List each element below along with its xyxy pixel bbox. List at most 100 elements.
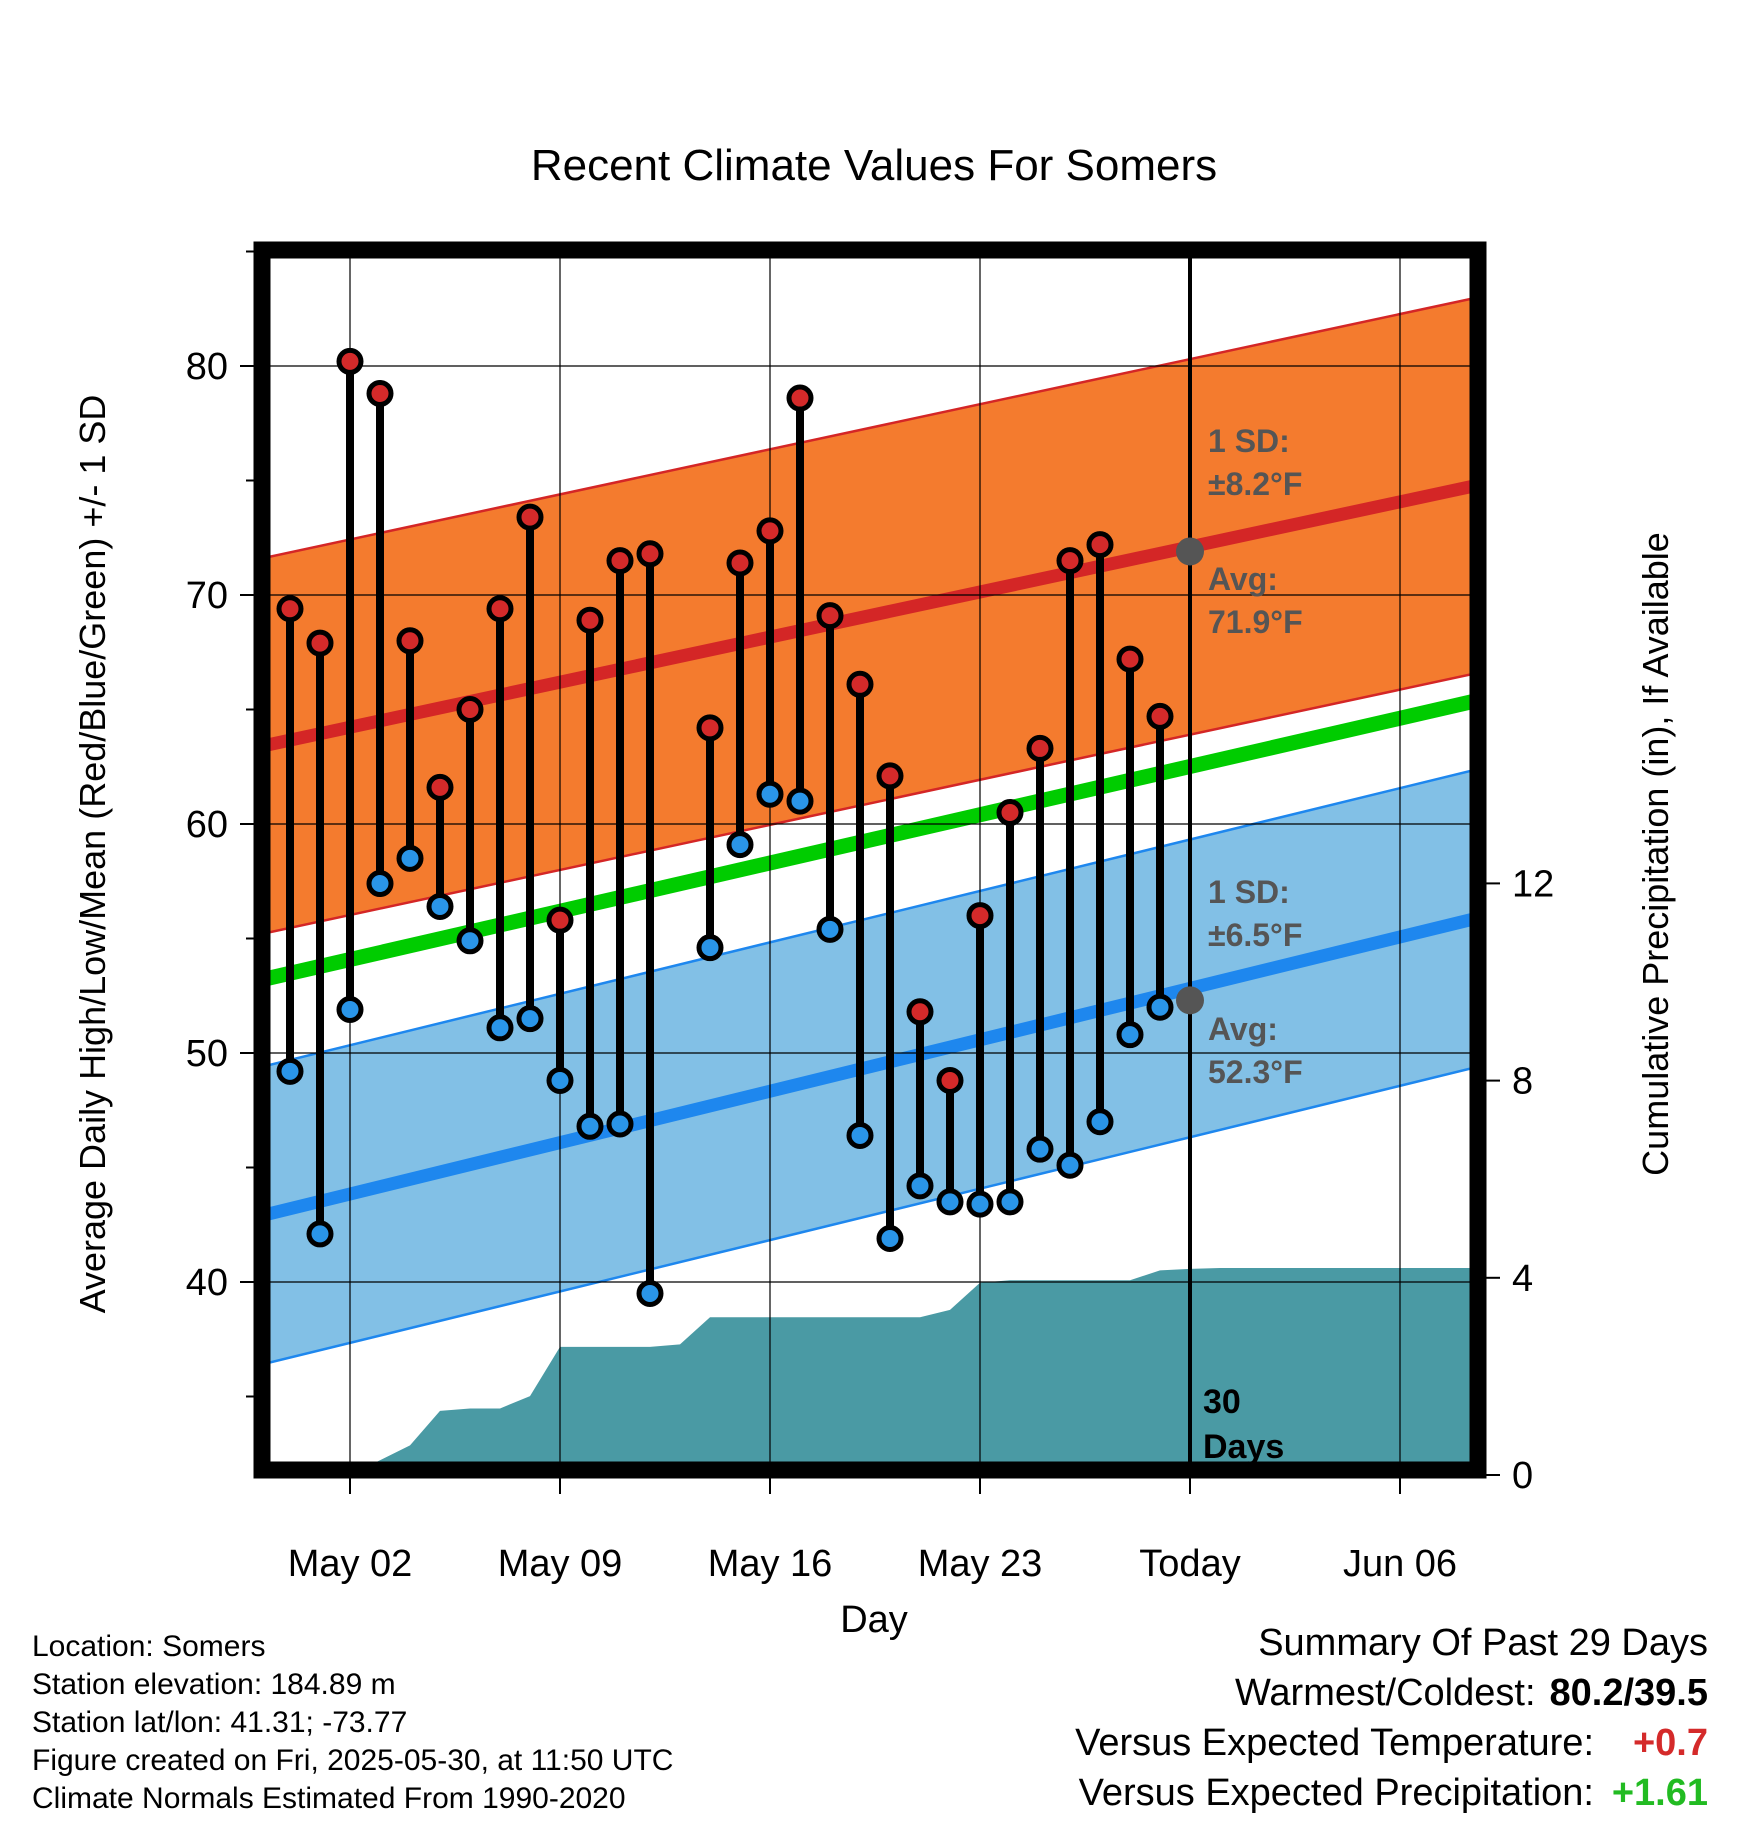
daily-high-point xyxy=(786,384,814,412)
daily-low-point xyxy=(336,995,364,1023)
daily-low-point xyxy=(996,1188,1024,1216)
daily-high-point xyxy=(756,517,784,545)
high-avg-label: Avg: xyxy=(1208,561,1278,597)
temp-value: +0.7 xyxy=(1632,1722,1708,1764)
low-avg-value: 52.3°F xyxy=(1208,1054,1303,1090)
low-lower-sd-line xyxy=(262,1065,1478,1366)
daily-low-point xyxy=(966,1190,994,1218)
daily-high-point xyxy=(1056,547,1084,575)
y-tick-label: 40 xyxy=(186,1262,228,1304)
plot-frame xyxy=(253,241,1487,1479)
today-days-word: Days xyxy=(1203,1428,1284,1466)
precip-tick-label: 4 xyxy=(1512,1258,1533,1300)
low-sd-label: 1 SD: xyxy=(1208,874,1290,910)
daily-low-point xyxy=(606,1110,634,1138)
chart-title: Recent Climate Values For Somers xyxy=(531,141,1217,190)
temp-row: Versus Expected Temperature: +0.7 xyxy=(1075,1718,1708,1768)
daily-low-point xyxy=(1056,1151,1084,1179)
daily-low-point xyxy=(486,1014,514,1042)
temp-label: Versus Expected Temperature: xyxy=(1075,1722,1594,1764)
high-upper-sd-line xyxy=(262,296,1478,560)
daily-high-point xyxy=(636,540,664,568)
daily-high-point xyxy=(876,762,904,790)
daily-low-point xyxy=(366,870,394,898)
daily-high-point xyxy=(516,503,544,531)
daily-high-point xyxy=(816,602,844,630)
high-lower-sd-line xyxy=(262,671,1478,936)
daily-low-point xyxy=(726,831,754,859)
daily-high-point xyxy=(966,902,994,930)
daily-high-point xyxy=(846,670,874,698)
daily-low-point xyxy=(396,844,424,872)
daily-high-point xyxy=(306,629,334,657)
daily-low-point xyxy=(276,1057,304,1085)
daily-high-point xyxy=(606,547,634,575)
daily-high-point xyxy=(396,627,424,655)
normals-text: Climate Normals Estimated From 1990-2020 xyxy=(32,1782,626,1815)
y-tick-label: 80 xyxy=(186,346,228,388)
daily-high-point xyxy=(1026,734,1054,762)
daily-high-point xyxy=(936,1066,964,1094)
warm-cold-value: 80.2/39.5 xyxy=(1549,1672,1708,1714)
daily-low-point xyxy=(516,1005,544,1033)
daily-high-point xyxy=(336,347,364,375)
daily-low-point xyxy=(906,1172,934,1200)
daily-high-point xyxy=(996,799,1024,827)
low-avg-line xyxy=(262,911,1478,1222)
daily-low-point xyxy=(306,1220,334,1248)
daily-high-point xyxy=(366,379,394,407)
y-tick-label: 60 xyxy=(186,804,228,846)
daily-high-point xyxy=(426,773,454,801)
daily-high-point xyxy=(906,998,934,1026)
daily-low-point xyxy=(816,915,844,943)
daily-low-point xyxy=(1026,1135,1054,1163)
daily-high-point xyxy=(456,696,484,723)
daily-low-point xyxy=(846,1121,874,1149)
daily-high-point xyxy=(546,906,574,934)
x-tick-label: May 23 xyxy=(918,1543,1043,1585)
daily-high-point xyxy=(1146,702,1174,730)
station-info: Location: Somers Station elevation: 184.… xyxy=(32,1628,673,1818)
daily-low-point xyxy=(636,1279,664,1307)
low-avg-label: Avg: xyxy=(1208,1011,1278,1047)
x-tick-label: May 02 xyxy=(288,1543,413,1585)
daily-low-point xyxy=(576,1112,604,1140)
daily-low-point xyxy=(1086,1108,1114,1136)
daily-low-point xyxy=(786,787,814,815)
daily-low-point xyxy=(1146,993,1174,1021)
daily-low-point xyxy=(456,927,484,955)
daily-high-point xyxy=(276,595,304,623)
summary-panel: Summary Of Past 29 Days Warmest/Coldest:… xyxy=(1075,1618,1708,1818)
today-high-avg-marker xyxy=(1176,537,1204,566)
high-avg-value: 71.9°F xyxy=(1208,604,1303,640)
elevation-text: Station elevation: 184.89 m xyxy=(32,1668,396,1701)
x-axis-label: Day xyxy=(840,1599,908,1641)
today-days-number: 30 xyxy=(1203,1383,1241,1421)
warm-cold-label: Warmest/Coldest: xyxy=(1234,1672,1536,1714)
today-low-avg-marker xyxy=(1176,986,1204,1015)
daily-low-point xyxy=(696,934,724,962)
y-tick-label: 70 xyxy=(186,575,228,617)
location-text: Location: Somers xyxy=(32,1630,266,1663)
precip-row: Versus Expected Precipitation: +1.61 xyxy=(1075,1768,1708,1818)
y-axis-label-left: Average Daily High/Low/Mean (Red/Blue/Gr… xyxy=(72,395,113,1314)
daily-low-point xyxy=(756,780,784,808)
daily-high-point xyxy=(486,595,514,623)
x-tick-label: Today xyxy=(1139,1543,1240,1585)
x-tick-label: May 09 xyxy=(498,1543,623,1585)
daily-high-point xyxy=(726,549,754,577)
daily-high-point xyxy=(1116,645,1144,673)
daily-low-point xyxy=(1116,1021,1144,1049)
warm-cold-row: Warmest/Coldest: 80.2/39.5 xyxy=(1075,1668,1708,1718)
daily-low-point xyxy=(426,892,454,920)
summary-title: Summary Of Past 29 Days xyxy=(1258,1622,1708,1664)
x-tick-label: Jun 06 xyxy=(1343,1543,1457,1585)
y-tick-label: 50 xyxy=(186,1033,228,1075)
daily-high-point xyxy=(696,714,724,742)
low-sd-value: ±6.5°F xyxy=(1208,917,1302,953)
low-upper-sd-line xyxy=(262,767,1478,1068)
daily-low-point xyxy=(876,1224,904,1252)
precip-tick-label: 0 xyxy=(1512,1455,1533,1497)
created-text: Figure created on Fri, 2025-05-30, at 11… xyxy=(32,1744,674,1777)
